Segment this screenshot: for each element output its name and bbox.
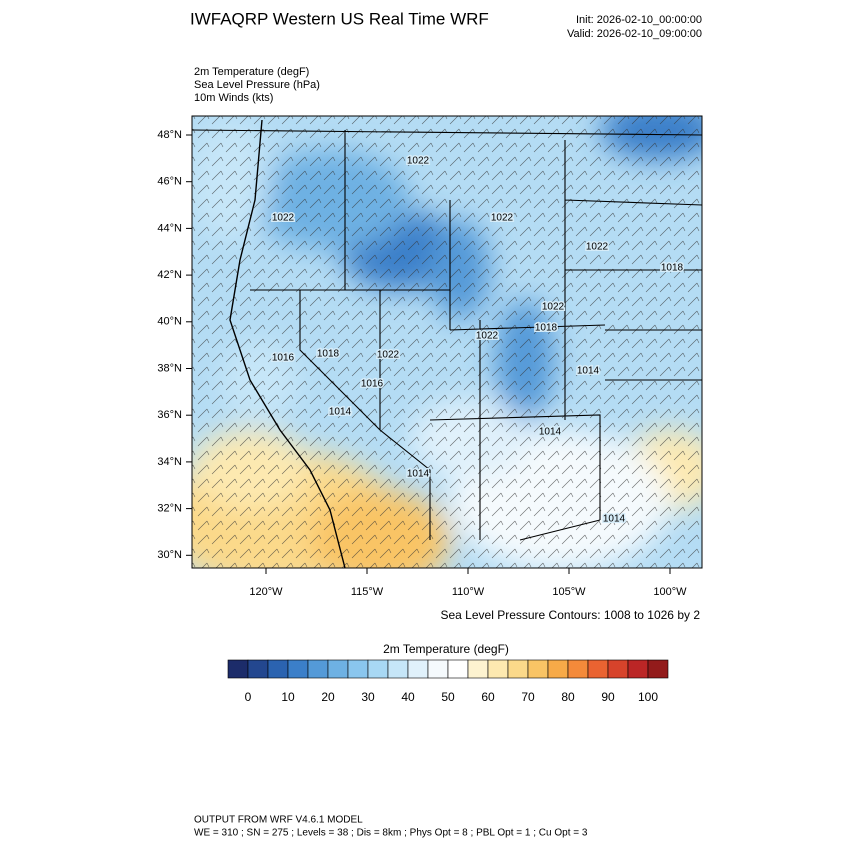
colorbar-box	[307, 659, 329, 679]
colorbar-box	[447, 659, 469, 679]
contour-label: 1022	[407, 156, 430, 167]
title: IWFAQRP Western US Real Time WRF	[190, 9, 489, 28]
contour-label: 1018	[535, 323, 558, 334]
colorbar-box	[267, 659, 289, 679]
wind-barbs	[192, 116, 702, 568]
footer-line: WE = 310 ; SN = 275 ; Levels = 38 ; Dis …	[194, 828, 588, 839]
colorbar-label: 70	[521, 690, 535, 704]
lon-tick-label: 105°W	[552, 586, 586, 598]
lon-tick-label: 120°W	[249, 586, 283, 598]
colorbar-box	[547, 659, 569, 679]
colorbar-box	[627, 659, 649, 679]
contour-label: 1014	[407, 469, 430, 480]
lat-tick-label: 42°N	[157, 269, 182, 281]
contour-label: 1022	[272, 213, 295, 224]
colorbar-box	[607, 659, 629, 679]
lat-tick-label: 36°N	[157, 409, 182, 421]
lat-tick-label: 30°N	[157, 549, 182, 561]
colorbar-label: 50	[441, 690, 455, 704]
lat-tick-label: 46°N	[157, 176, 182, 188]
valid-time: Valid: 2026-02-10_09:00:00	[567, 28, 702, 40]
init-time: Init: 2026-02-10_00:00:00	[576, 14, 702, 26]
field-label: Sea Level Pressure (hPa)	[194, 79, 320, 91]
colorbar-box	[567, 659, 589, 679]
colorbar-box	[387, 659, 409, 679]
lon-tick-label: 115°W	[351, 586, 384, 598]
field-label: 10m Winds (kts)	[194, 92, 273, 104]
colorbar-box	[287, 659, 309, 679]
colorbar-title: 2m Temperature (degF)	[383, 642, 509, 656]
lat-tick-label: 44°N	[157, 222, 182, 234]
colorbar-box	[407, 659, 429, 679]
footer-line: OUTPUT FROM WRF V4.6.1 MODEL	[194, 815, 363, 826]
contour-label: 1022	[586, 242, 609, 253]
lat-tick-label: 38°N	[157, 362, 182, 374]
colorbar-box	[427, 659, 449, 679]
colorbar-box	[507, 659, 529, 679]
colorbar-label: 100	[638, 690, 658, 704]
colorbar-label: 80	[561, 690, 575, 704]
lat-tick-label: 32°N	[157, 503, 182, 515]
contour-label: 1014	[577, 366, 600, 377]
colorbar-box	[247, 659, 269, 679]
contour-note: Sea Level Pressure Contours: 1008 to 102…	[441, 608, 701, 622]
colorbar-label: 20	[321, 690, 335, 704]
colorbar-box	[467, 659, 489, 679]
lat-tick-label: 34°N	[157, 456, 182, 468]
colorbar-box	[527, 659, 549, 679]
contour-label: 1014	[603, 514, 626, 525]
contour-label: 1022	[377, 350, 400, 361]
lat-tick-label: 48°N	[157, 129, 182, 141]
colorbar-box	[647, 659, 669, 679]
contour-label: 1018	[317, 349, 340, 360]
contour-labels: 1022 1022 1022 1022 1018 1022 1022 1018 …	[270, 154, 685, 526]
field-label: 2m Temperature (degF)	[194, 66, 309, 78]
contour-label: 1014	[539, 427, 562, 438]
contour-label: 1016	[361, 379, 384, 390]
map-area	[192, 116, 702, 568]
lon-tick-label: 100°W	[653, 586, 687, 598]
lat-tick-label: 40°N	[157, 316, 182, 328]
colorbar-box	[227, 659, 249, 679]
colorbar-label: 60	[481, 690, 495, 704]
map-frame	[191, 115, 703, 569]
colorbar-label: 40	[401, 690, 415, 704]
colorbar-label: 10	[281, 690, 295, 704]
contour-label: 1022	[542, 302, 565, 313]
contour-label: 1022	[476, 331, 499, 342]
contour-label: 1018	[661, 263, 684, 274]
contour-label: 1022	[491, 213, 514, 224]
lon-tick-label: 110°W	[452, 586, 485, 598]
coastline	[229, 119, 346, 568]
contour-label: 1014	[329, 407, 352, 418]
colorbar-label: 30	[361, 690, 375, 704]
colorbar-box	[347, 659, 369, 679]
colorbar-box	[327, 659, 349, 679]
colorbar-box	[587, 659, 609, 679]
colorbar-label: 0	[245, 690, 252, 704]
contour-label: 1016	[272, 353, 295, 364]
colorbar-label: 90	[601, 690, 615, 704]
state-borders	[192, 129, 702, 541]
colorbar-box	[487, 659, 509, 679]
colorbar-box	[367, 659, 389, 679]
